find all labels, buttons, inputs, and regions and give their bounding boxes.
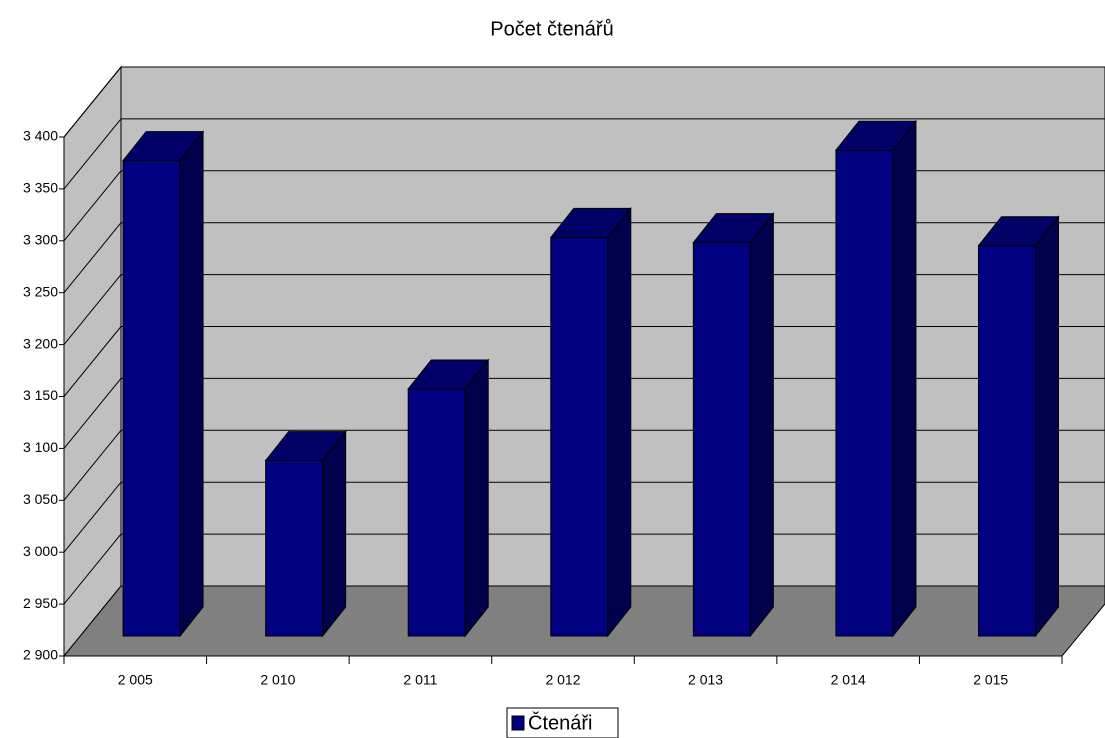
bar-front xyxy=(265,460,324,637)
grid-line xyxy=(63,118,122,190)
y-tick-label: 3 050 xyxy=(23,491,58,507)
bar-front xyxy=(550,236,609,637)
x-tick-label: 2 005 xyxy=(118,672,153,688)
y-tick-label: 3 250 xyxy=(23,283,58,299)
bar-side xyxy=(1035,215,1059,638)
grid-line xyxy=(63,222,122,294)
grid-line xyxy=(63,378,122,449)
chart-title: Počet čtenářů xyxy=(490,18,613,40)
bar-side xyxy=(607,206,632,638)
bar-side xyxy=(749,212,774,638)
legend-box xyxy=(506,707,619,738)
bar-front xyxy=(692,242,751,637)
x-tick-label: 2 010 xyxy=(260,672,295,688)
x-tick-label: 2 012 xyxy=(545,672,580,688)
y-tick-label: 3 300 xyxy=(23,232,58,248)
grid-line xyxy=(63,533,122,605)
y-tick-label: 2 950 xyxy=(23,595,58,611)
bar-front xyxy=(835,149,894,637)
y-tick-label: 3 400 xyxy=(23,128,58,144)
legend-label: Čtenáři xyxy=(528,711,592,734)
legend-swatch xyxy=(511,715,525,731)
y-tick-label: 3 200 xyxy=(23,335,58,351)
y-tick-label: 3 100 xyxy=(23,439,58,455)
x-tick-label: 2 014 xyxy=(831,672,866,688)
x-tick-label: 2 013 xyxy=(688,672,723,688)
grid-line xyxy=(63,274,122,345)
y-tick-label: 3 350 xyxy=(23,180,58,196)
bar-front xyxy=(407,388,466,637)
y-tick-label: 3 000 xyxy=(23,543,58,559)
grid-line xyxy=(63,326,122,397)
grid-line xyxy=(63,481,122,553)
grid-line xyxy=(63,170,122,242)
bar-front xyxy=(978,245,1036,637)
grid-line xyxy=(63,429,122,501)
bar-side xyxy=(322,430,347,638)
x-tick-label: 2 011 xyxy=(403,672,437,688)
y-tick-label: 3 150 xyxy=(23,387,58,403)
y-tick-label: 2 900 xyxy=(23,647,58,663)
x-tick-label: 2 015 xyxy=(973,672,1008,688)
bar-front xyxy=(122,160,181,637)
grid-line xyxy=(63,66,122,138)
bar-side xyxy=(179,130,204,638)
bar-side xyxy=(464,358,489,638)
bar-side xyxy=(892,119,917,638)
